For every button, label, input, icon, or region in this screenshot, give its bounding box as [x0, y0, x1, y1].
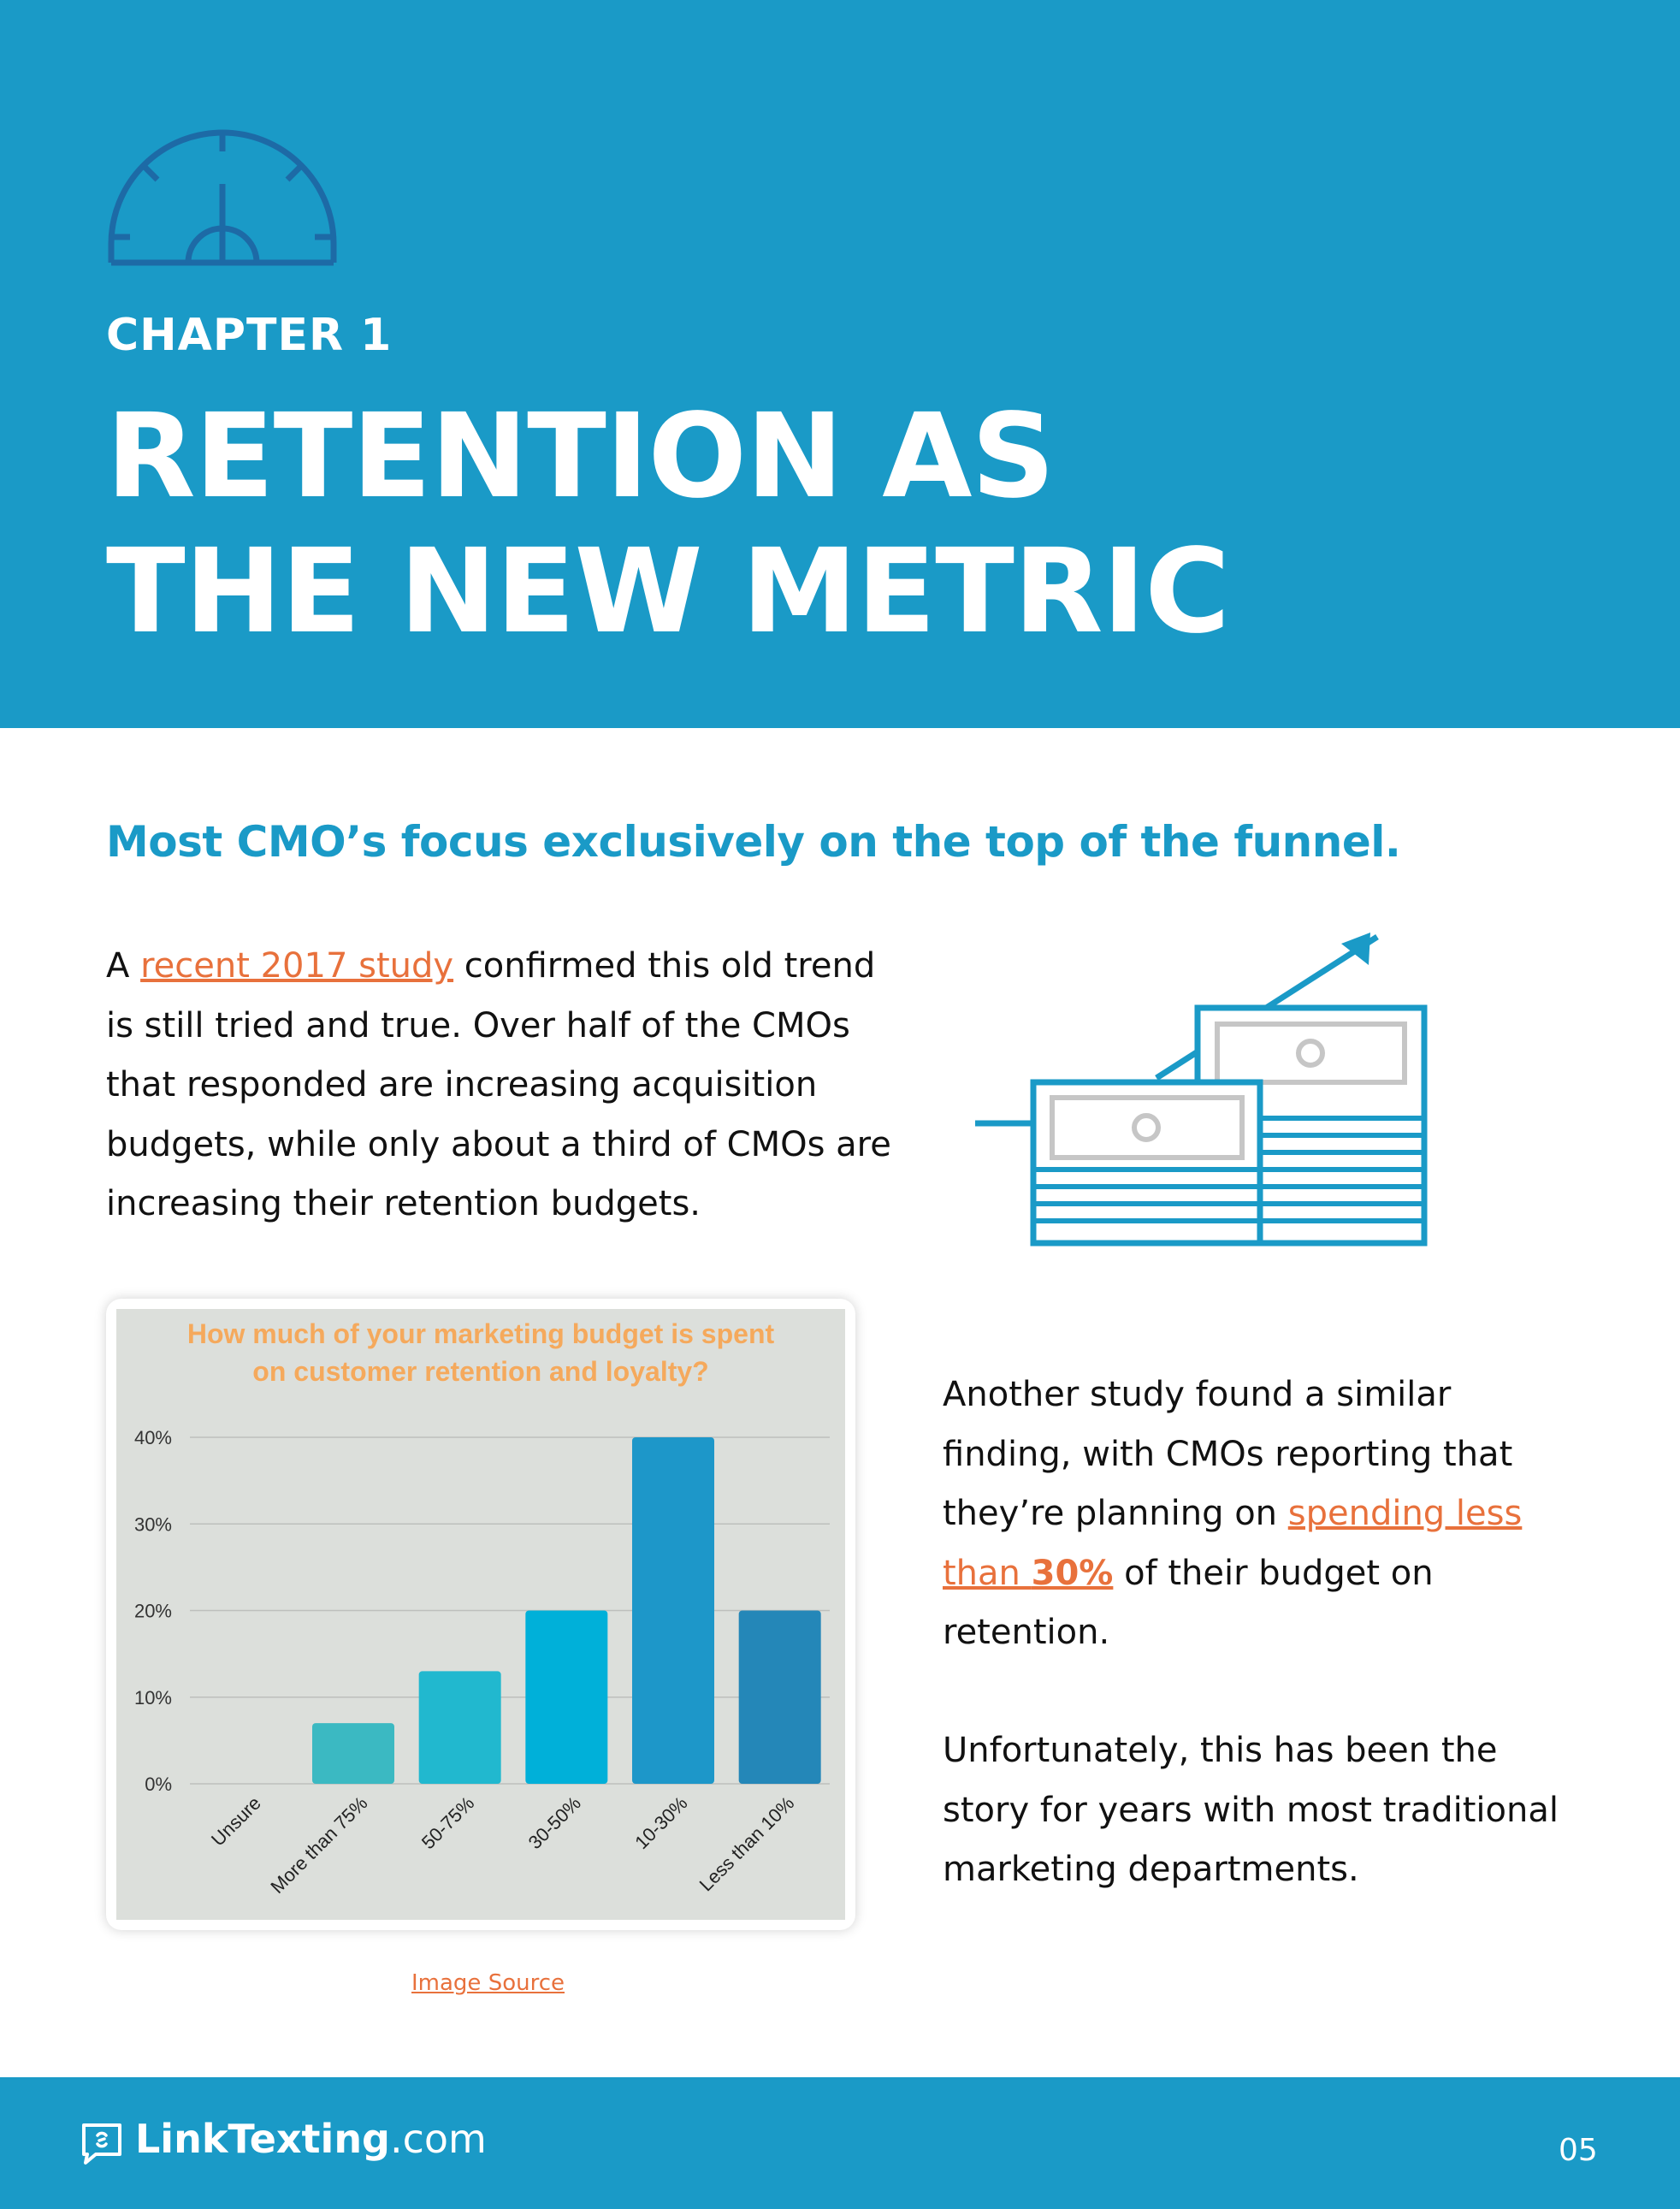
page-number: 05: [1559, 2133, 1598, 2168]
paragraph-intro-prefix: A: [106, 946, 141, 986]
chart-bar: [418, 1671, 501, 1784]
recent-study-link[interactable]: recent 2017 study: [140, 946, 454, 986]
chart-y-tick-label: 0%: [145, 1774, 172, 1795]
page-footer: [0, 2077, 1680, 2209]
chart-y-tick-label: 10%: [134, 1687, 172, 1709]
image-source-link[interactable]: Image Source: [411, 1970, 565, 1996]
chart-bar: [738, 1610, 821, 1784]
chapter-title-line-2: THE NEW METRIC: [106, 524, 1230, 660]
chart-bar: [525, 1610, 608, 1784]
paragraph-intro: A recent 2017 study confirmed this old t…: [106, 937, 893, 1235]
paragraph-conclusion: Unfortunately, this has been the story f…: [943, 1731, 1559, 1889]
paragraph-intro-rest: confirmed this old trend is still tried …: [106, 946, 891, 1223]
chart-title-line-2: on customer retention and loyalty?: [252, 1356, 708, 1387]
paragraph-second-prefix: Another study found a similar finding, w…: [943, 1375, 1513, 1533]
brand-logo[interactable]: LinkTexting.com: [135, 2116, 487, 2162]
chart-bar: [312, 1723, 394, 1784]
chat-link-icon: [82, 2123, 121, 2165]
gauge-icon: [108, 129, 337, 266]
spending-less-link-percent: 30%: [1031, 1553, 1114, 1593]
chart-background: [116, 1309, 845, 1920]
spending-less-link-text: spending less than: [943, 1494, 1523, 1593]
paragraph-second-study: Another study found a similar finding, w…: [943, 1365, 1559, 1663]
chapter-title-line-1: RETENTION AS: [106, 389, 1055, 524]
money-growth-icon: [975, 933, 1428, 1247]
section-subheading: Most CMO’s focus exclusively on the top …: [106, 817, 1401, 867]
chart-title-line-1: How much of your marketing budget is spe…: [187, 1318, 775, 1349]
paragraph-second-rest: of their budget on retention.: [943, 1553, 1434, 1653]
chapter-label: CHAPTER 1: [106, 310, 393, 361]
spending-less-link[interactable]: spending less than 30%: [943, 1494, 1522, 1593]
chart-y-tick-label: 30%: [134, 1513, 172, 1535]
budget-chart: 0% 10% 20% 30% 40% Unsure More than 75% 50-75%…: [106, 1299, 855, 1930]
chart-y-tick-label: 20%: [134, 1601, 172, 1622]
brand-logo-bold: LinkTexting: [135, 2116, 390, 2162]
brand-logo-domain: .com: [390, 2116, 487, 2162]
chapter-header: CHAPTER 1 RETENTION AS THE NEW METRIC: [0, 0, 1680, 728]
chapter-title: RETENTION AS THE NEW METRIC: [106, 389, 1230, 660]
chart-canvas: 0%10%20%30%40% Unsure More than 75% 50-75%…: [116, 1309, 845, 1920]
chart-y-tick-label: 40%: [134, 1427, 172, 1448]
chart-bar: [632, 1437, 714, 1784]
